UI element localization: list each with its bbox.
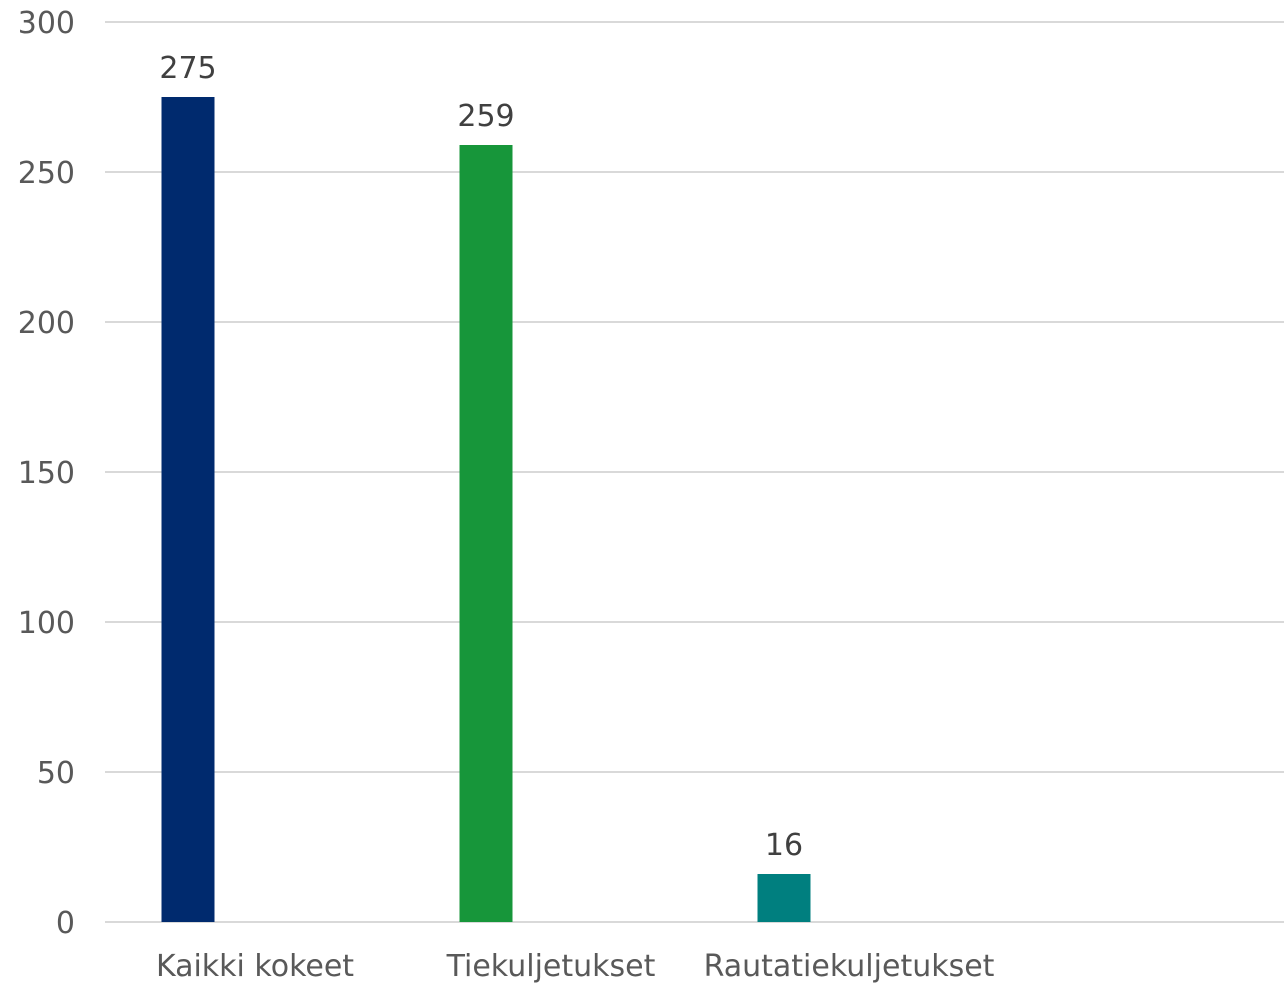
data-label-rautatiekuljetukset: 16 bbox=[765, 828, 803, 863]
bars bbox=[161, 97, 811, 922]
data-labels: 275 259 16 bbox=[159, 51, 803, 863]
x-axis-category-labels: Kaikki kokeet Tiekuljetukset Rautatiekulje… bbox=[156, 949, 995, 984]
y-tick-label-100: 100 bbox=[18, 606, 75, 641]
y-tick-label-300: 300 bbox=[18, 6, 75, 41]
y-tick-label-150: 150 bbox=[18, 456, 75, 491]
data-label-tiekuljetukset: 259 bbox=[457, 99, 514, 134]
bar-rautatiekuljetukset bbox=[757, 874, 811, 922]
bar-kaikki-kokeet bbox=[161, 97, 215, 922]
y-tick-label-250: 250 bbox=[18, 156, 75, 191]
x-category-label-kaikki-kokeet: Kaikki kokeet bbox=[156, 949, 354, 984]
bar-tiekuljetukset bbox=[459, 145, 513, 922]
x-category-label-tiekuljetukset: Tiekuljetukset bbox=[446, 949, 656, 984]
y-axis-tick-labels: 0 50 100 150 200 250 300 bbox=[18, 6, 75, 941]
y-tick-label-200: 200 bbox=[18, 306, 75, 341]
y-tick-label-0: 0 bbox=[56, 906, 75, 941]
x-category-label-rautatiekuljetukset: Rautatiekuljetukset bbox=[704, 949, 995, 984]
data-label-kaikki-kokeet: 275 bbox=[159, 51, 216, 86]
gridlines bbox=[105, 21, 1284, 923]
y-tick-label-50: 50 bbox=[37, 756, 75, 791]
